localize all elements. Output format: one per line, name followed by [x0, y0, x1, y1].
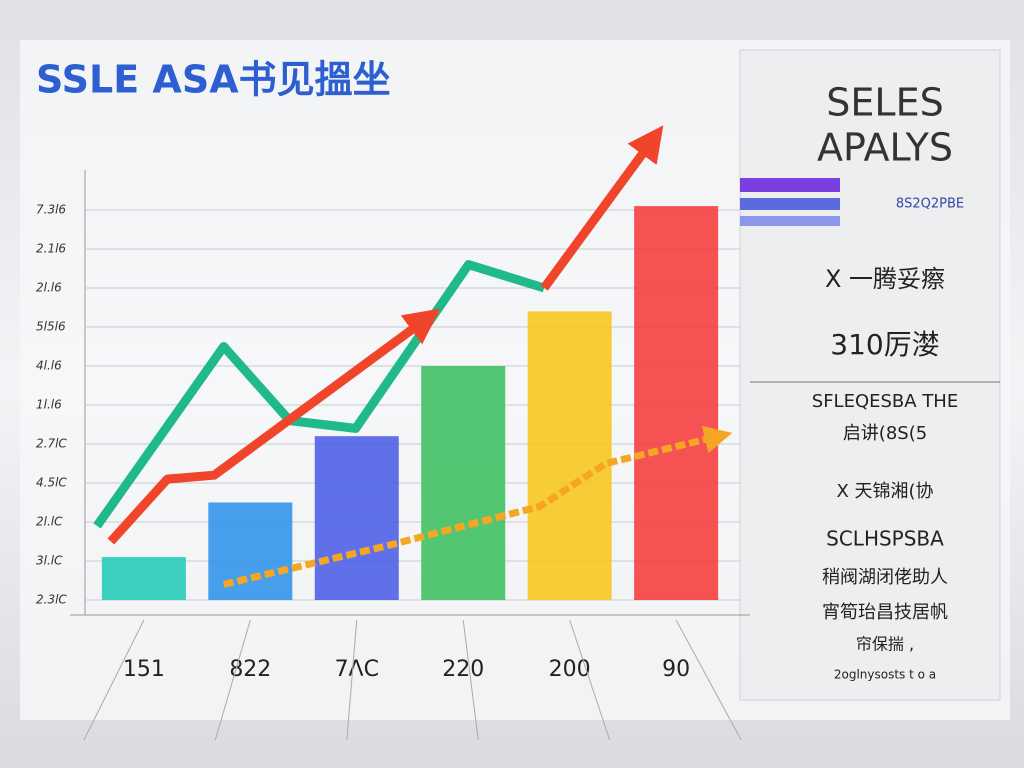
panel-item: SCLHSPSBA	[826, 527, 944, 551]
y-tick-label: 1l.l6	[36, 398, 62, 412]
y-tick-label: 4l.l6	[36, 359, 62, 373]
trend-line	[107, 308, 441, 545]
chart-title: SSLE ASA书见搵坐	[36, 58, 391, 102]
panel-item: 宵筍珆昌技居帆	[822, 602, 948, 623]
x-tick-label: 90	[662, 657, 690, 682]
panel-item: X 天锦湘(协	[836, 481, 933, 502]
panel-item: 稍阀湖闭佬助人	[822, 567, 948, 588]
y-tick-label: 2.3lC	[36, 593, 67, 607]
perspective-line	[569, 619, 611, 741]
perspective-line	[462, 619, 479, 741]
panel-item: 启讲(8S(5	[843, 423, 927, 444]
y-tick-label: 2.1l6	[36, 242, 66, 256]
panel-title: APALYS	[817, 126, 953, 170]
perspective-line	[83, 619, 145, 741]
panel-item: 2oglnysosts t o a	[834, 668, 936, 682]
panel-item: SFLEQESBA THE	[812, 391, 958, 412]
panel-item: 310厉漤	[830, 328, 939, 361]
perspective-line	[675, 619, 742, 741]
panel-item: X 一腾妥瘵	[825, 265, 945, 293]
y-tick-label: 2l.l6	[36, 281, 62, 295]
y-tick-label: 2.7lC	[36, 437, 67, 451]
legend-swatch	[740, 216, 840, 226]
x-tick-label: 7ΛC	[335, 657, 379, 682]
trend-line	[540, 125, 664, 291]
y-tick-label: 7.3l6	[36, 203, 66, 217]
panel-item: 帘保揣 ,	[856, 635, 914, 654]
trend-line	[222, 425, 733, 588]
bar	[208, 502, 293, 600]
x-tick-label: 200	[549, 657, 591, 682]
x-tick-label: 220	[442, 657, 484, 682]
y-tick-label: 2l.lC	[36, 515, 63, 529]
x-tick-label: 151	[123, 657, 165, 682]
y-tick-label: 4.5lC	[36, 476, 67, 490]
y-tick-label: 5l5l6	[36, 320, 66, 334]
trend-line	[93, 260, 546, 529]
perspective-line	[214, 619, 251, 741]
legend-swatch	[740, 198, 840, 210]
y-tick-label: 3l.lC	[36, 554, 63, 568]
legend-swatch	[740, 178, 840, 192]
legend-label: 8S2Q2PBE	[896, 197, 964, 212]
bar	[527, 311, 612, 600]
bar	[314, 436, 399, 600]
bar	[101, 557, 186, 600]
side-panel	[739, 49, 1001, 701]
panel-title: SELES	[826, 81, 943, 125]
bar	[421, 366, 506, 600]
bar	[634, 206, 719, 600]
perspective-line	[346, 619, 358, 741]
